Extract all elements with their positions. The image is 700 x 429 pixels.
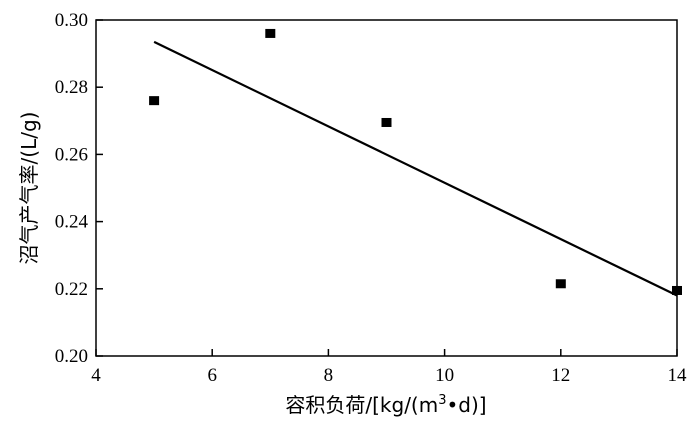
x-axis-title-main: 容积负荷/[kg/(m bbox=[285, 393, 438, 417]
x-tick-label: 8 bbox=[324, 365, 334, 386]
y-tick-label: 0.30 bbox=[55, 10, 88, 31]
y-tick-label: 0.24 bbox=[55, 212, 89, 233]
x-tick-label: 10 bbox=[435, 365, 454, 386]
axis-ticks: 4 6 8 10 12 14 0.20 0.22 0.24 0.26 0.28 0.30 bbox=[55, 10, 687, 386]
data-point bbox=[381, 117, 392, 127]
data-point bbox=[672, 285, 682, 295]
y-tick-label: 0.22 bbox=[55, 279, 88, 300]
x-tick-label: 14 bbox=[668, 365, 688, 386]
x-tick-label: 6 bbox=[207, 365, 217, 386]
x-axis-title-sup: 3 bbox=[438, 393, 446, 408]
data-point bbox=[149, 96, 160, 106]
data-points bbox=[149, 28, 682, 295]
x-tick-label: 4 bbox=[91, 365, 101, 386]
data-point bbox=[265, 28, 276, 38]
trendline bbox=[153, 40, 678, 297]
y-tick-label: 0.26 bbox=[55, 144, 88, 165]
data-point bbox=[555, 279, 566, 289]
x-tick-label: 12 bbox=[551, 365, 570, 386]
trendline-group bbox=[153, 40, 678, 297]
x-axis-title: 容积负荷/[kg/(m3•d)] bbox=[285, 393, 486, 417]
x-axis-title-tail: •d)] bbox=[447, 393, 487, 417]
y-tick-label: 0.20 bbox=[55, 346, 88, 367]
plot-axes bbox=[95, 19, 678, 357]
y-axis-title: 沼气产气率/(L/g) bbox=[17, 112, 41, 265]
plot-frame bbox=[95, 19, 678, 357]
y-tick-label: 0.28 bbox=[55, 77, 88, 98]
